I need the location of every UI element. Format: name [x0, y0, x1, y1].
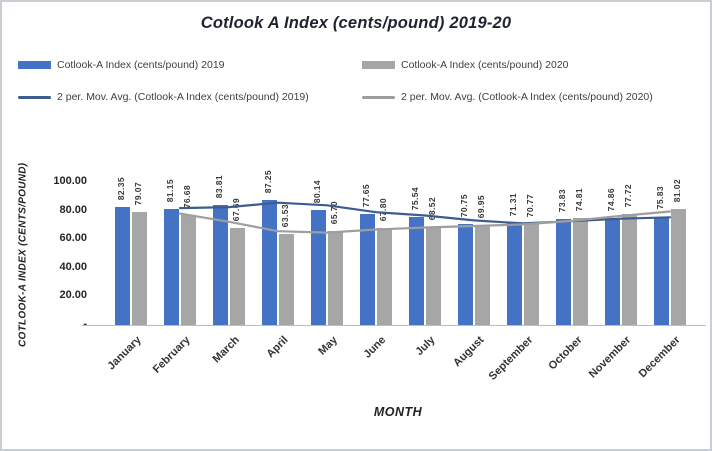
chart-title: Cotlook A Index (cents/pound) 2019-20: [200, 14, 512, 32]
y-axis-tick-40: 40.00: [59, 260, 87, 273]
bar-2019-august: [458, 223, 473, 325]
bar-value-label-2020-march: 67.69: [230, 197, 241, 222]
bar-2019-november: [605, 217, 620, 325]
legend-label: 2 per. Mov. Avg. (Cotlook-A Index (cents…: [57, 91, 309, 103]
bar-2020-august: [475, 224, 490, 325]
bar-value-label-2020-january: 79.07: [132, 181, 143, 205]
y-axis-tick-20: 20.00: [59, 289, 87, 302]
bar-2019-january: [115, 207, 130, 325]
bar-2020-october: [573, 218, 588, 325]
bar-value-label-2019-january: 82.35: [115, 176, 126, 201]
bar-value-label-2020-july: 68.52: [426, 196, 437, 221]
bar-value-label-2019-october: 73.83: [556, 189, 567, 213]
bar-value-label-2020-june: 67.80: [377, 197, 388, 222]
x-axis-label-march: March: [210, 334, 242, 366]
bar-value-label-2019-february: 81.15: [164, 178, 175, 202]
bar-2019-october: [556, 219, 571, 325]
bar-2020-april: [279, 234, 294, 325]
legend-label: Cotlook-A Index (cents/pound) 2020: [401, 59, 569, 71]
x-axis-label-april: April: [264, 334, 291, 361]
bar-value-label-2020-september: 70.77: [524, 193, 535, 217]
bar-value-label-2020-august: 69.95: [475, 194, 486, 218]
x-axis-label-january: January: [105, 334, 144, 373]
bar-value-label-2019-august: 70.75: [458, 193, 469, 217]
bar-value-label-2020-february: 76.68: [181, 185, 192, 209]
legend-line-swatch-icon: [362, 95, 395, 99]
trendline-2020: [178, 210, 672, 234]
bar-value-label-2019-november: 74.86: [605, 187, 616, 211]
y-axis-tick-100: 100.00: [53, 175, 87, 187]
legend-item-cotlook-a-index-cents-pound-2020: Cotlook-A Index (cents/pound) 2020: [362, 58, 569, 72]
bar-2019-september: [507, 223, 522, 325]
bar-value-label-2019-april: 87.25: [262, 169, 273, 194]
bar-2020-february: [181, 215, 196, 325]
bar-2019-april: [262, 200, 277, 325]
bar-value-label-2020-december: 81.02: [671, 178, 682, 203]
bar-value-label-2020-may: 65.70: [328, 200, 339, 225]
bar-2019-december: [654, 216, 669, 325]
bar-value-label-2020-november: 77.72: [622, 183, 633, 207]
y-axis-tick-0: -: [83, 318, 87, 330]
x-axis-label-august: August: [451, 334, 487, 370]
bar-2020-september: [524, 223, 539, 325]
x-axis-label-october: October: [546, 334, 585, 373]
bar-2020-january: [132, 211, 147, 325]
bar-2019-july: [409, 216, 424, 325]
legend-label: 2 per. Mov. Avg. (Cotlook-A Index (cents…: [401, 91, 653, 103]
legend-bar-swatch-icon: [362, 61, 395, 69]
bar-2020-june: [377, 228, 392, 325]
bar-2020-december: [671, 209, 686, 325]
bar-value-label-2019-december: 75.83: [654, 186, 665, 210]
x-axis-label-february: February: [150, 334, 193, 376]
bar-2020-may: [328, 231, 343, 325]
trendline-2019: [178, 201, 672, 225]
legend-item-cotlook-a-index-cents-pound-2019: Cotlook-A Index (cents/pound) 2019: [18, 58, 225, 72]
bar-value-label-2019-may: 80.14: [311, 180, 322, 204]
bar-value-label-2020-april: 63.53: [279, 203, 290, 228]
x-axis-label-may: May: [315, 334, 340, 358]
legend-item-2-per-mov-avg-cotlook-a-index-cents-poun: 2 per. Mov. Avg. (Cotlook-A Index (cents…: [362, 90, 653, 104]
bar-value-label-2019-june: 77.65: [360, 183, 371, 207]
x-axis-label-june: June: [361, 334, 389, 361]
bar-2020-november: [622, 213, 637, 325]
bar-value-label-2020-october: 74.81: [573, 187, 584, 212]
legend-label: Cotlook-A Index (cents/pound) 2019: [57, 59, 225, 71]
bar-2020-july: [426, 227, 441, 325]
bar-value-label-2019-september: 71.31: [507, 192, 518, 217]
x-axis-label-november: November: [586, 334, 634, 381]
bar-2019-may: [311, 210, 326, 325]
bar-2019-march: [213, 205, 228, 325]
legend-bar-swatch-icon: [18, 61, 51, 69]
x-axis-line: [82, 325, 706, 326]
x-axis-label-december: December: [636, 334, 683, 381]
bar-2019-february: [164, 208, 179, 325]
bar-2019-june: [360, 213, 375, 325]
bar-value-label-2019-july: 75.54: [409, 186, 420, 210]
x-axis-label-july: July: [413, 334, 438, 359]
bar-value-label-2019-march: 83.81: [213, 174, 224, 199]
y-axis-tick-60: 60.00: [59, 232, 87, 245]
bar-2020-march: [230, 228, 245, 325]
y-axis-tick-80: 80.00: [59, 203, 87, 216]
x-axis-title: MONTH: [373, 405, 423, 419]
legend-item-2-per-mov-avg-cotlook-a-index-cents-poun: 2 per. Mov. Avg. (Cotlook-A Index (cents…: [18, 90, 309, 104]
legend-line-swatch-icon: [18, 95, 51, 99]
x-axis-label-september: September: [486, 334, 536, 383]
